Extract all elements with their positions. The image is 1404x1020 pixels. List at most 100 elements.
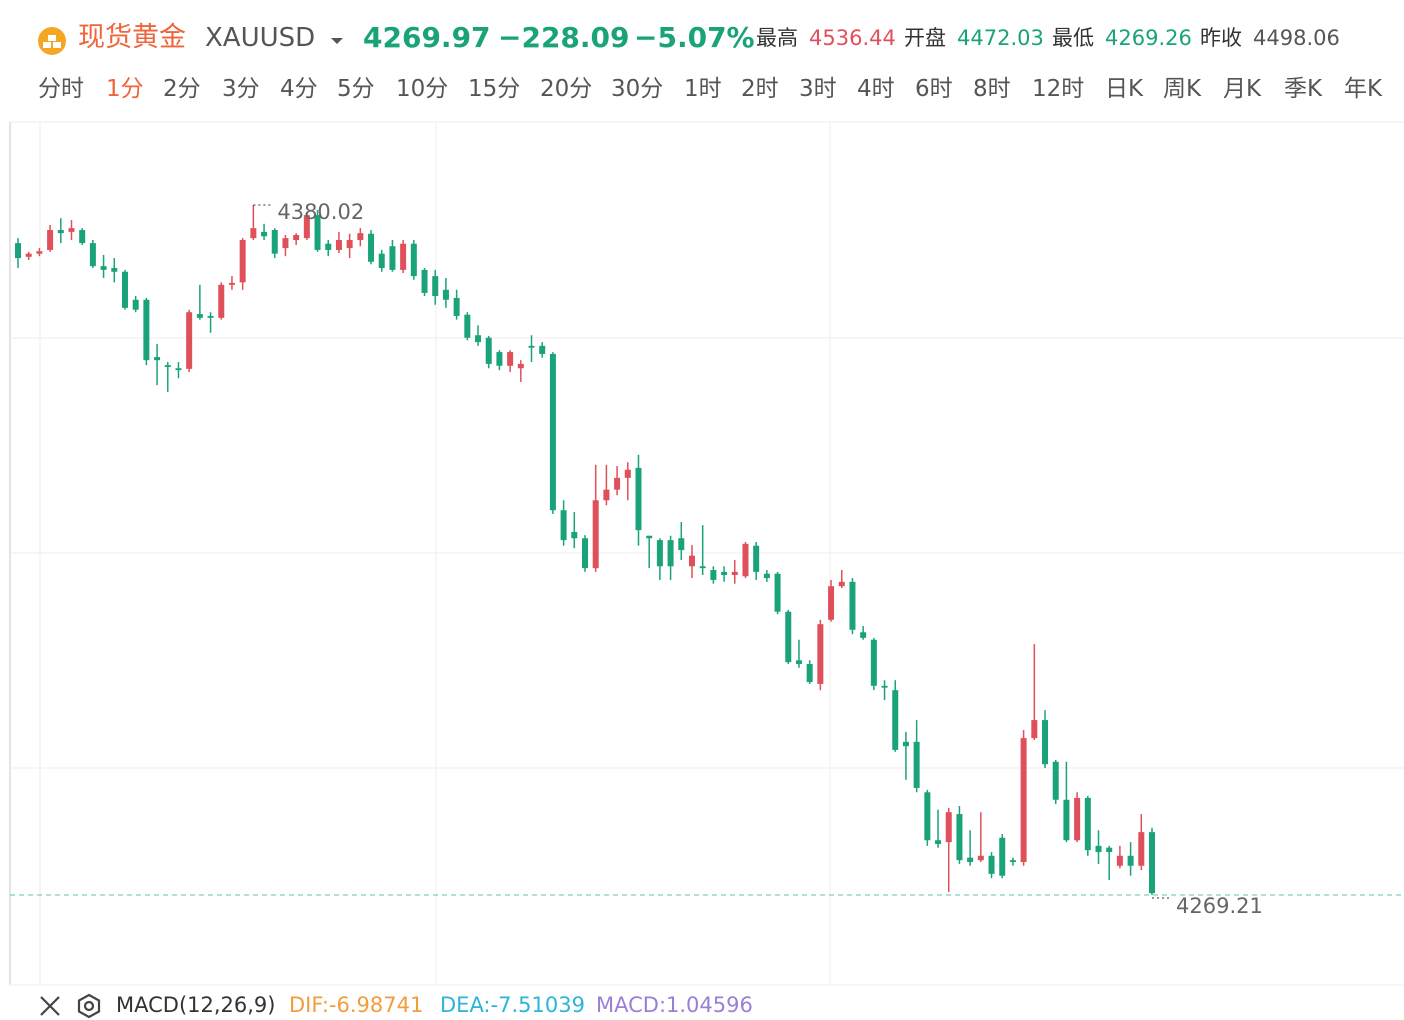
close-icon[interactable] [38, 994, 62, 1018]
candle-body [817, 624, 824, 684]
candle-body [935, 840, 942, 844]
candle-body [57, 230, 64, 234]
dropdown-arrow[interactable] [330, 36, 344, 46]
stat-label: 最低 [1052, 26, 1094, 50]
candle-body [924, 792, 931, 841]
candle-body [378, 253, 385, 269]
dea: DEA:-7.51039 [440, 993, 585, 1017]
candle-body [282, 238, 289, 249]
candle-body [1052, 761, 1059, 800]
stat-value: 4269.26 [1105, 26, 1192, 50]
candle-body [228, 282, 235, 285]
period-tab[interactable]: 30分 [611, 76, 664, 102]
price: 4269.97 [363, 21, 491, 54]
period-tab[interactable]: 年K [1344, 76, 1383, 102]
period-tab[interactable]: 分时 [38, 76, 84, 102]
candle-body [346, 239, 353, 249]
candle-body [988, 855, 995, 874]
instrument-name: 现货黄金 [78, 22, 186, 53]
period-tab[interactable]: 5分 [337, 76, 375, 102]
gold-icon [38, 27, 66, 55]
candle-body [1106, 847, 1113, 853]
candle-body [785, 611, 792, 663]
candle-body [1063, 799, 1070, 841]
period-tab[interactable]: 8时 [973, 76, 1011, 102]
candle-body [582, 538, 588, 569]
candle-body [1116, 855, 1123, 866]
candle-body [571, 532, 578, 539]
period-tab[interactable]: 15分 [468, 76, 521, 102]
candle-body [592, 500, 599, 569]
period-tab[interactable]: 10分 [396, 76, 449, 102]
period-tab[interactable]: 3时 [799, 76, 837, 102]
candle-body [432, 276, 439, 297]
period-tab[interactable]: 3分 [222, 76, 260, 102]
period-tab[interactable]: 2时 [741, 76, 779, 102]
candle-body [293, 235, 300, 240]
period-tab[interactable]: 6时 [915, 76, 953, 102]
candle-body [1074, 797, 1081, 841]
candle-body [325, 243, 332, 250]
period-tab[interactable]: 2分 [163, 76, 201, 102]
candle-body [721, 571, 728, 575]
candle-body [25, 253, 32, 257]
period-tab[interactable]: 1时 [684, 76, 722, 102]
candle-body [1031, 720, 1038, 739]
candle-body [710, 570, 717, 580]
candle-body [806, 664, 813, 683]
change: −228.09 [498, 21, 630, 54]
period-tab[interactable]: 季K [1284, 76, 1323, 102]
min-label: 4269.21 [1176, 894, 1263, 918]
candle-body [731, 571, 738, 575]
candle-body [186, 312, 193, 369]
period-tab[interactable]: 4时 [857, 76, 895, 102]
candle-body [838, 581, 845, 587]
stat-value: 4536.44 [809, 26, 896, 50]
candle-body [368, 233, 375, 262]
period-tab[interactable]: 日K [1105, 76, 1144, 102]
stat-label: 昨收 [1200, 26, 1242, 50]
candle-body [678, 538, 685, 551]
candle-body [1009, 860, 1016, 863]
symbol[interactable]: XAUUSD [205, 23, 316, 53]
candle-body [892, 690, 899, 750]
candle-body [507, 352, 514, 366]
candle-body [902, 741, 909, 747]
candle-body [143, 299, 150, 361]
candle-body [1020, 738, 1027, 863]
candle-body [475, 335, 482, 343]
candle-body [828, 586, 835, 620]
candle-body [849, 581, 856, 630]
candle-body [656, 540, 663, 567]
period-tab[interactable]: 4分 [280, 76, 318, 102]
settings-icon[interactable] [76, 993, 102, 1019]
candle-body [795, 660, 802, 665]
candle-body [560, 510, 567, 541]
candle-body [742, 543, 749, 577]
candle-body [967, 857, 974, 863]
candle-body [154, 357, 161, 361]
candle-body [667, 540, 674, 567]
candle-body [688, 555, 695, 567]
period-tab[interactable]: 12时 [1032, 76, 1085, 102]
candle-body [528, 345, 535, 348]
candle-body [1042, 720, 1049, 765]
period-tab[interactable]: 周K [1163, 76, 1202, 102]
period-tab[interactable]: 1分 [106, 76, 144, 102]
candle-body [335, 239, 342, 250]
candle-body [389, 246, 396, 270]
candle-body [517, 363, 524, 369]
candle-body [303, 215, 310, 239]
candle-body [421, 269, 428, 293]
candle-body [218, 284, 225, 318]
candle-body [635, 467, 642, 531]
period-tab[interactable]: 20分 [540, 76, 593, 102]
candle-body [1149, 832, 1155, 894]
candle-body [956, 814, 963, 861]
macd: MACD:1.04596 [596, 993, 753, 1017]
stat-label: 开盘 [904, 26, 946, 50]
period-tab[interactable]: 月K [1223, 76, 1262, 102]
candle-body [111, 268, 118, 272]
